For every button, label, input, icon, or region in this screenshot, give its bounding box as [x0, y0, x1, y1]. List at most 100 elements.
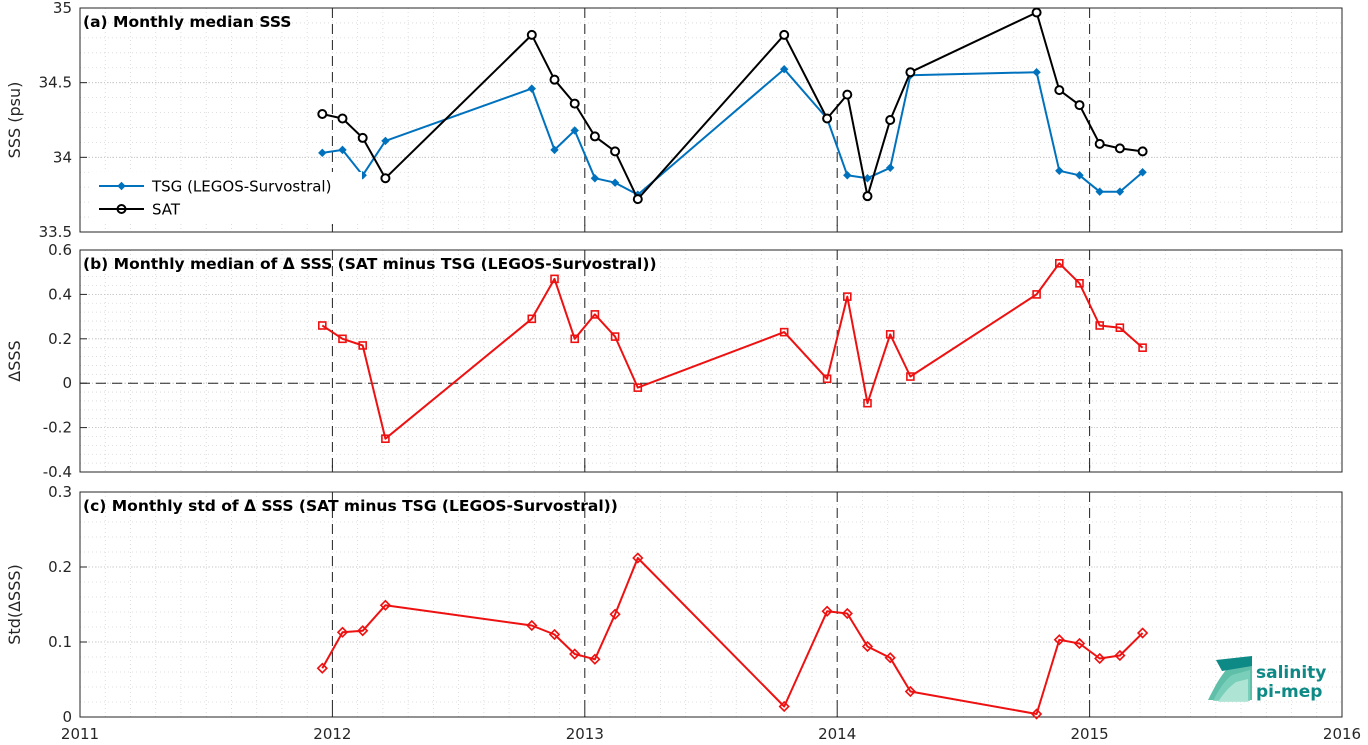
y-tick-label: 35 [53, 0, 72, 17]
legend: TSG (LEGOS-Survostral) SAT [92, 172, 362, 224]
x-tick-label: 2014 [818, 725, 856, 743]
y-tick-label: 0.3 [48, 483, 72, 501]
data-point [885, 330, 895, 339]
legend-box [92, 172, 362, 224]
x-tick-label: 2011 [61, 725, 99, 743]
data-point [569, 98, 580, 109]
data-point [337, 113, 348, 124]
y-tick-label: 0 [62, 708, 72, 726]
y-axis-label: ΔSSS [5, 340, 24, 381]
salinity-pi-mep-logo: salinity pi-mep [1208, 656, 1326, 702]
data-point [1055, 259, 1064, 268]
data-point [1094, 652, 1106, 665]
data-point [358, 341, 367, 350]
data-point [778, 700, 790, 713]
data-point [779, 65, 789, 74]
data-point [1073, 637, 1086, 650]
data-point [906, 372, 915, 381]
data-point [1075, 278, 1084, 288]
data-point [1094, 138, 1105, 149]
series-line-sat [322, 11, 1143, 201]
axes-box-a [79, 7, 1343, 233]
data-point [527, 314, 537, 324]
data-point [1031, 7, 1042, 18]
data-point [357, 132, 368, 143]
data-point [590, 174, 600, 183]
panel-b-monthly-median-delta-sss: -0.4 -0.2 0 0.2 0.4 0.6 ΔSSS (b) Monthly median… [5, 241, 1343, 481]
data-point [632, 194, 643, 205]
data-point [527, 84, 537, 93]
data-point [338, 334, 347, 344]
data-point [905, 67, 916, 78]
panel-c-monthly-std-delta-sss: 0 0.1 0.2 0.3 2011 2012 2013 2014 2015 2016 Std(ΔS… [5, 483, 1361, 743]
data-point [610, 178, 620, 187]
data-point [526, 619, 538, 632]
data-point [336, 626, 349, 638]
data-point [550, 145, 559, 155]
data-point [609, 608, 621, 620]
panel-title: (c) Monthly std of Δ SSS (SAT minus TSG … [83, 497, 618, 515]
data-point [842, 89, 853, 100]
data-point [570, 334, 580, 344]
y-tick-label: 0.2 [48, 330, 72, 348]
data-point [317, 109, 328, 120]
x-tick-label: 2015 [1071, 725, 1109, 743]
data-point [589, 131, 600, 142]
data-point [1095, 321, 1104, 330]
panel-title: (a) Monthly median SSS [83, 13, 291, 31]
y-axis-label: Std(ΔSSS) [5, 564, 24, 644]
data-point [779, 29, 790, 40]
data-point [822, 113, 833, 124]
axes-box-c [79, 491, 1343, 718]
legend-tsg-label: TSG (LEGOS-Survostral) [151, 178, 331, 196]
data-point [569, 648, 581, 660]
data-point [1115, 323, 1125, 333]
y-tick-label: 33.5 [39, 223, 72, 241]
data-point [885, 115, 896, 125]
data-point [1095, 187, 1104, 196]
data-point [549, 74, 560, 85]
data-point [1136, 627, 1149, 639]
data-point [904, 685, 917, 698]
series-line-tsg [322, 68, 1144, 196]
y-tick-label: 0.6 [48, 241, 72, 259]
data-point [885, 163, 895, 172]
legend-sat-marker [116, 204, 127, 214]
data-point [821, 605, 833, 617]
data-point [550, 274, 559, 284]
data-point [610, 332, 620, 341]
y-tick-label: 0.2 [48, 558, 72, 576]
data-point [570, 126, 579, 135]
data-point [318, 148, 327, 158]
series-line-delta [321, 557, 1144, 715]
y-tick-label: 34 [53, 148, 72, 166]
data-point [1114, 649, 1126, 662]
data-point [380, 173, 391, 184]
wave-logo-icon [1208, 656, 1252, 702]
data-point [1030, 708, 1043, 720]
data-point [779, 327, 789, 337]
panel-title: (b) Monthly median of Δ SSS (SAT minus T… [83, 255, 657, 273]
data-point [1115, 187, 1125, 196]
y-tick-label: 34.5 [39, 74, 72, 92]
data-point [548, 628, 561, 641]
data-point [633, 383, 643, 392]
data-point [1138, 168, 1147, 177]
axes-box-b [79, 249, 1343, 473]
data-point [884, 652, 896, 664]
y-tick-label: 0 [62, 374, 72, 392]
data-point [589, 653, 601, 665]
data-point [1137, 146, 1148, 157]
legend-sat-label: SAT [152, 201, 181, 219]
data-point [381, 136, 390, 146]
x-tick-label: 2016 [1323, 725, 1361, 743]
data-point [1053, 634, 1065, 646]
data-point [1138, 343, 1147, 352]
y-axis-label: SSS (psu) [5, 82, 24, 159]
data-point [1114, 143, 1125, 154]
data-point [357, 625, 369, 637]
data-point [610, 146, 621, 157]
data-point [338, 145, 347, 155]
data-point [1074, 100, 1085, 111]
